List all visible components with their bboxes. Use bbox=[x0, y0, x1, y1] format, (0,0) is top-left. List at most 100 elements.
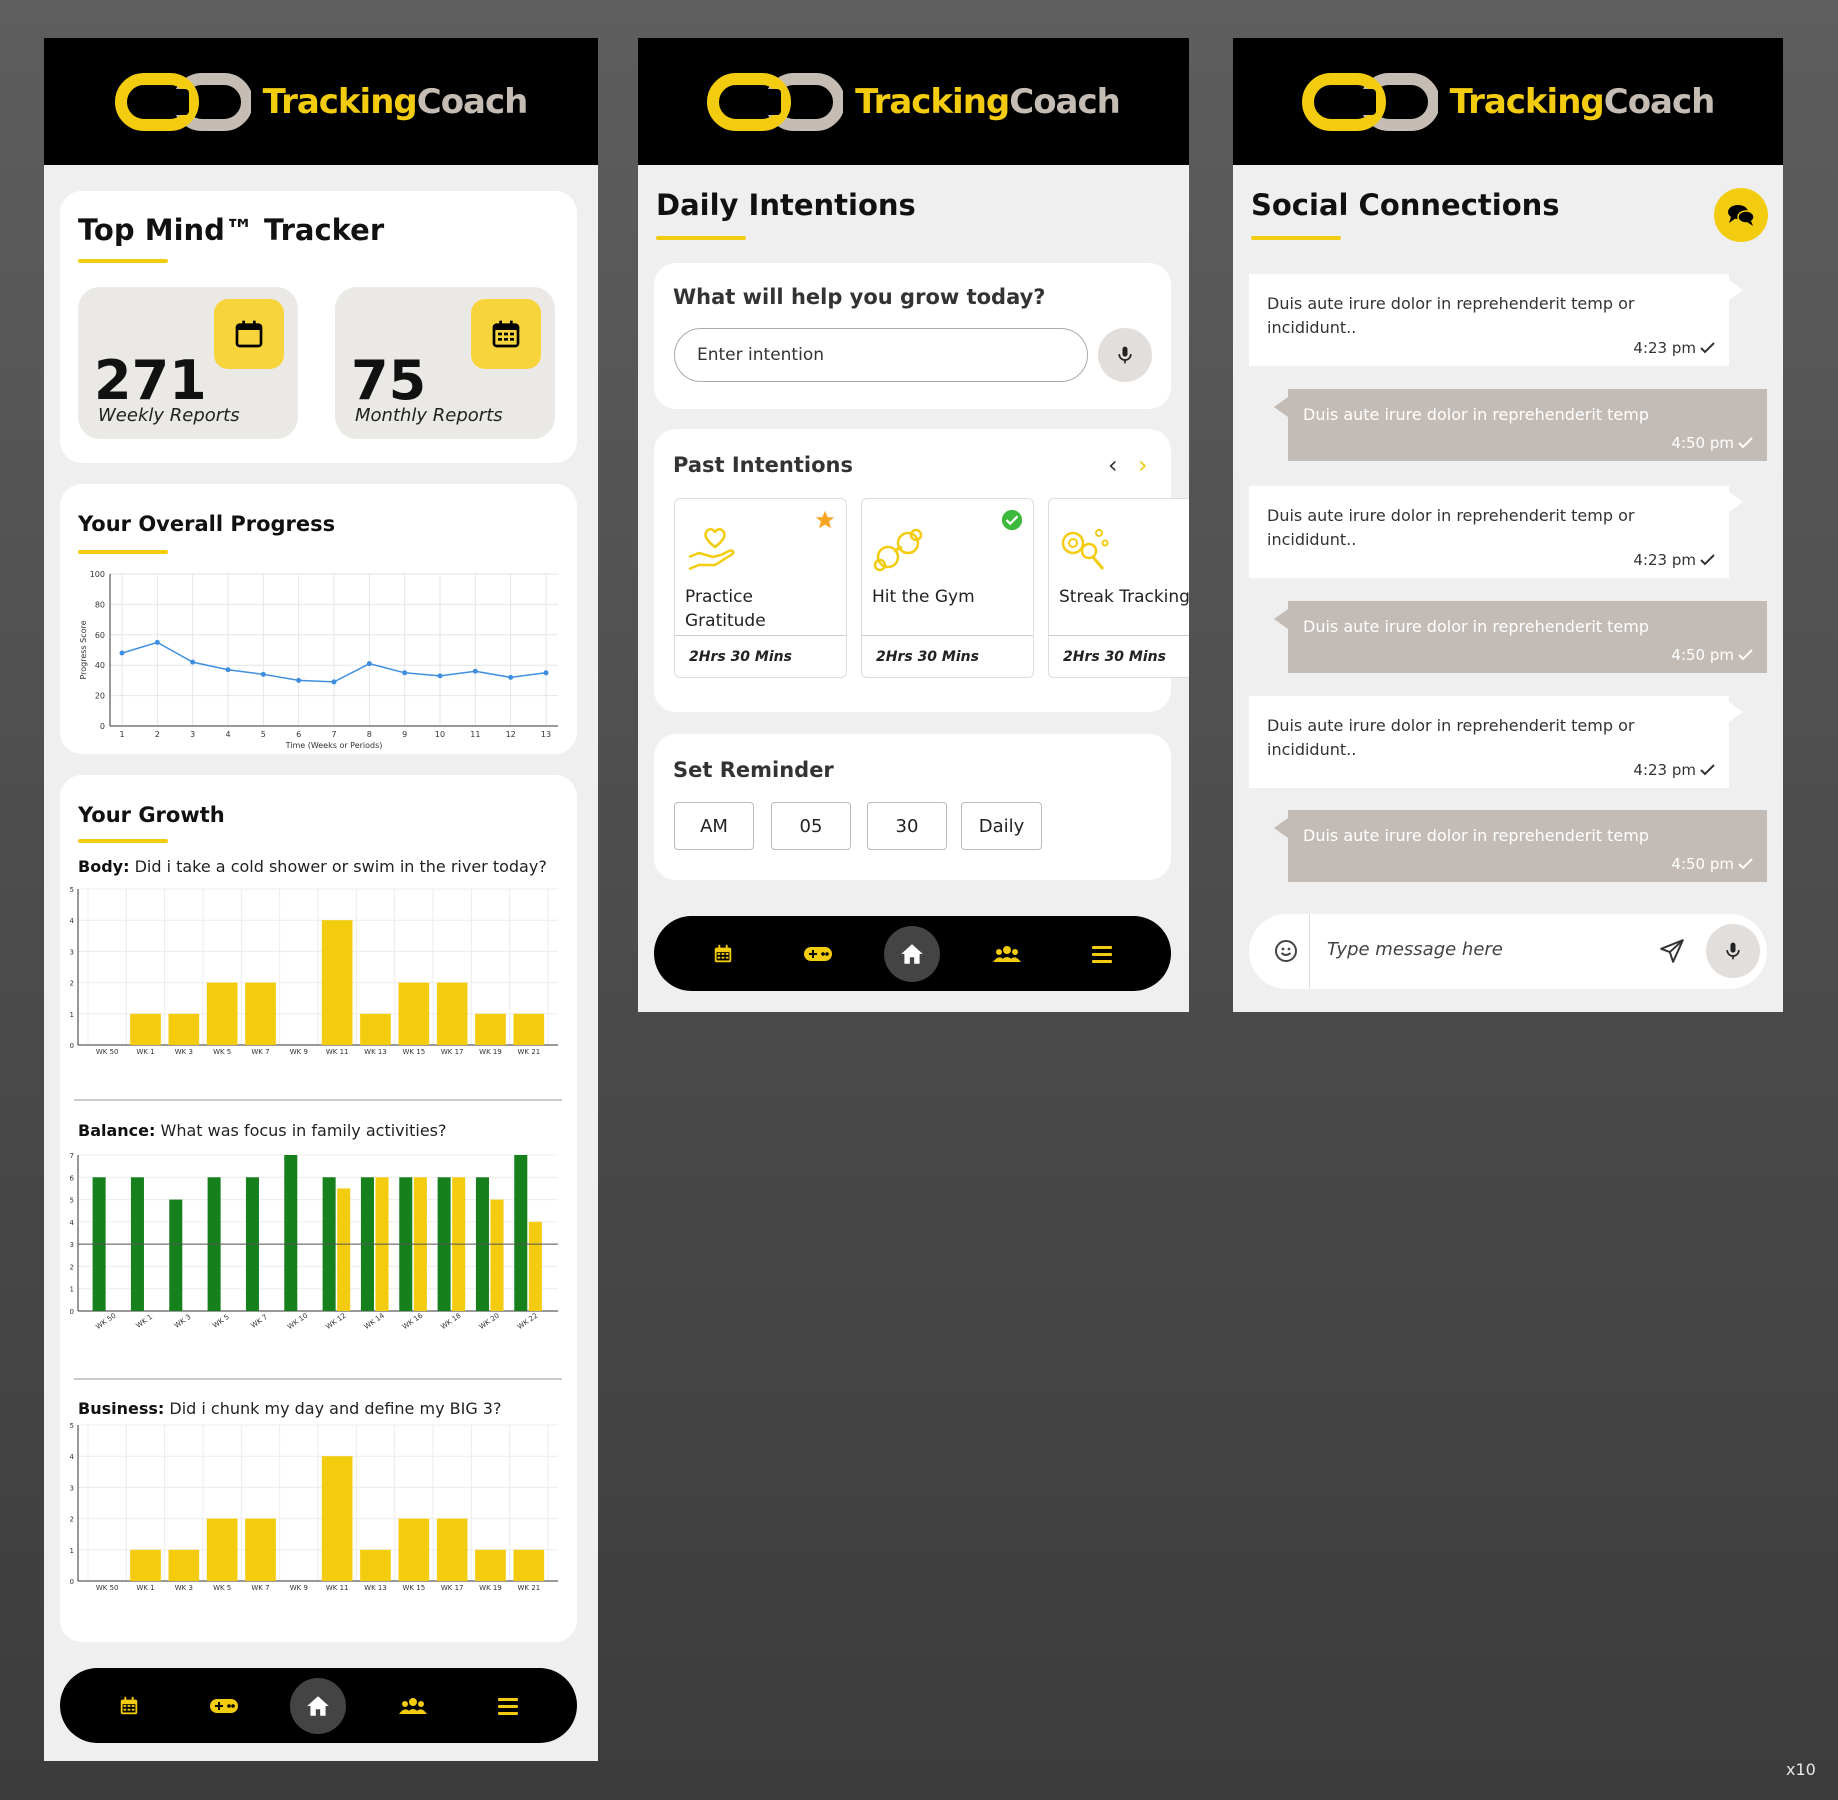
message-time: 4:50 pm bbox=[1671, 431, 1753, 455]
logo-icon bbox=[1301, 72, 1438, 131]
data-point bbox=[154, 639, 160, 645]
home-nav-button[interactable] bbox=[884, 925, 941, 982]
chat-button[interactable] bbox=[1714, 188, 1768, 242]
ampm-select[interactable]: AM bbox=[674, 802, 754, 850]
y-tick-label: 60 bbox=[95, 631, 105, 640]
outgoing-message[interactable]: Duis aute irure dolor in reprehenderit t… bbox=[1288, 810, 1767, 882]
gamepad-nav-button[interactable] bbox=[196, 1678, 252, 1734]
calendar-icon bbox=[121, 1696, 138, 1714]
outgoing-message[interactable]: Duis aute irure dolor in reprehenderit t… bbox=[1288, 601, 1767, 673]
x-tick-label: 4 bbox=[225, 730, 230, 739]
check-circle-icon bbox=[1001, 509, 1023, 531]
prompt-text: What will help you grow today? bbox=[673, 285, 1046, 309]
title-underline bbox=[78, 259, 168, 263]
home-icon bbox=[307, 1695, 330, 1716]
next-arrow-icon[interactable]: › bbox=[1138, 451, 1148, 479]
incoming-message[interactable]: Duis aute irure dolor in reprehenderit t… bbox=[1249, 274, 1729, 366]
balance-question: Balance: What was focus in family activi… bbox=[78, 1121, 447, 1140]
outgoing-message[interactable]: Duis aute irure dolor in reprehenderit t… bbox=[1288, 389, 1767, 461]
incoming-message[interactable]: Duis aute irure dolor in reprehenderit t… bbox=[1249, 486, 1729, 578]
message-time: 4:23 pm bbox=[1633, 336, 1715, 360]
y-axis-label: Progress Score bbox=[79, 620, 88, 679]
gamepad-nav-button[interactable] bbox=[790, 926, 846, 982]
x-tick-label: WK 18 bbox=[439, 1312, 462, 1332]
overall-progress-card: Your Overall Progress 0 20 40 60 80 100 1 2 3 4 5 6… bbox=[60, 484, 577, 754]
monthly-reports-card[interactable]: 75 Monthly Reports bbox=[335, 287, 555, 439]
y-tick-label: 1 bbox=[70, 1286, 74, 1294]
intention-card[interactable]: Hit the Gym 2Hrs 30 Mins bbox=[861, 498, 1034, 678]
y-tick-label: 2 bbox=[70, 1516, 74, 1524]
bar bbox=[169, 1199, 183, 1311]
users-nav-button[interactable] bbox=[385, 1678, 441, 1734]
menu-nav-button[interactable] bbox=[480, 1678, 536, 1734]
intention-input[interactable]: Enter intention bbox=[674, 328, 1088, 382]
hour-select[interactable]: 05 bbox=[771, 802, 851, 850]
past-intentions-card: Past Intentions ‹ › Practice Gratitude 2… bbox=[654, 429, 1189, 712]
prev-arrow-icon[interactable]: ‹ bbox=[1108, 451, 1118, 479]
emoji-button[interactable] bbox=[1259, 924, 1313, 978]
growth-card: Your Growth Body: Did i take a cold show… bbox=[60, 775, 577, 1642]
x-tick-label: WK 7 bbox=[251, 1584, 269, 1592]
incoming-message[interactable]: Duis aute irure dolor in reprehenderit t… bbox=[1249, 696, 1729, 788]
y-tick-label: 5 bbox=[70, 1422, 74, 1430]
x-tick-label: 13 bbox=[541, 730, 551, 739]
users-nav-button[interactable] bbox=[979, 926, 1035, 982]
users-icon bbox=[993, 945, 1022, 962]
intention-card[interactable]: Streak Tracking 2Hrs 30 Mins bbox=[1048, 498, 1189, 678]
check-icon bbox=[1738, 858, 1753, 870]
calendar-grid-icon bbox=[471, 299, 541, 369]
y-tick-label: 4 bbox=[70, 1453, 75, 1461]
x-tick-label: WK 1 bbox=[136, 1584, 154, 1592]
top-mind-card: Top Mind™ Tracker 271 Weekly Reports 75 … bbox=[60, 191, 577, 463]
message-time: 4:23 pm bbox=[1633, 548, 1715, 572]
message-input[interactable]: Type message here bbox=[1327, 939, 1503, 960]
x-tick-label: WK 7 bbox=[250, 1313, 269, 1330]
message-composer: Type message here bbox=[1249, 914, 1767, 989]
chat-bubbles-icon bbox=[1728, 205, 1755, 226]
weekly-reports-card[interactable]: 271 Weekly Reports bbox=[78, 287, 298, 439]
mic-button[interactable] bbox=[1706, 924, 1760, 978]
x-tick-label: WK 17 bbox=[441, 1584, 464, 1592]
x-tick-label: WK 7 bbox=[251, 1048, 269, 1056]
logo-text: TrackingCoach bbox=[1449, 81, 1716, 122]
users-icon bbox=[399, 1697, 428, 1714]
calendar-icon bbox=[214, 299, 284, 369]
screen-social-connections: TrackingCoach Social Connections Type me… bbox=[1233, 38, 1783, 1012]
x-tick-label: 7 bbox=[331, 730, 336, 739]
calendar-nav-button[interactable] bbox=[695, 926, 751, 982]
minute-select[interactable]: 30 bbox=[867, 802, 947, 850]
send-icon[interactable] bbox=[1659, 938, 1685, 964]
x-tick-label: WK 13 bbox=[364, 1584, 387, 1592]
x-tick-label: WK 13 bbox=[364, 1048, 387, 1056]
bubble-tail bbox=[1729, 280, 1743, 300]
y-tick-label: 4 bbox=[70, 917, 75, 925]
calendar-nav-button[interactable] bbox=[101, 1678, 157, 1734]
x-tick-label: WK 11 bbox=[326, 1048, 349, 1056]
data-point bbox=[402, 670, 408, 676]
bar bbox=[398, 982, 430, 1045]
business-bar-chart: 0 1 2 3 4 5 WK 50 WK 1 WK 3 WK 5 WK 7 WK 9 WK 11 WK 1… bbox=[70, 1422, 558, 1592]
data-point bbox=[472, 668, 478, 674]
frequency-select[interactable]: Daily bbox=[961, 802, 1042, 850]
x-tick-label: 10 bbox=[435, 730, 445, 739]
x-tick-label: WK 50 bbox=[96, 1048, 119, 1056]
data-point bbox=[331, 679, 337, 685]
bar bbox=[168, 1549, 200, 1581]
x-tick-label: 12 bbox=[506, 730, 516, 739]
y-tick-label: 2 bbox=[70, 1263, 74, 1271]
composer-divider bbox=[1309, 914, 1310, 989]
intention-card[interactable]: Practice Gratitude 2Hrs 30 Mins bbox=[674, 498, 847, 678]
mic-button[interactable] bbox=[1098, 328, 1152, 382]
home-nav-button[interactable] bbox=[290, 1677, 347, 1734]
y-tick-label: 5 bbox=[70, 886, 74, 894]
y-tick-label: 40 bbox=[95, 661, 105, 670]
menu-icon bbox=[1091, 945, 1112, 963]
monthly-reports-label: Monthly Reports bbox=[355, 405, 503, 426]
bar bbox=[436, 982, 468, 1045]
y-tick-label: 0 bbox=[100, 722, 105, 731]
y-tick-label: 3 bbox=[70, 1484, 74, 1492]
app-header: TrackingCoach bbox=[1233, 38, 1783, 165]
x-tick-label: WK 19 bbox=[479, 1584, 502, 1592]
menu-nav-button[interactable] bbox=[1074, 926, 1130, 982]
divider bbox=[74, 1378, 562, 1380]
